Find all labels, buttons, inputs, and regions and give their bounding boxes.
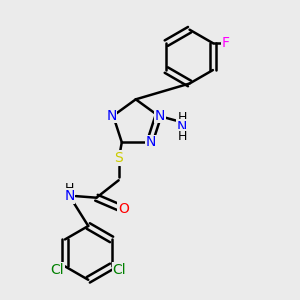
Text: N: N bbox=[177, 120, 187, 134]
Text: N: N bbox=[146, 135, 157, 149]
Text: Cl: Cl bbox=[50, 262, 64, 277]
Text: H: H bbox=[177, 130, 187, 143]
Text: N: N bbox=[155, 109, 165, 123]
Text: N: N bbox=[106, 109, 117, 123]
Text: Cl: Cl bbox=[113, 262, 126, 277]
Text: O: O bbox=[118, 202, 129, 216]
Text: N: N bbox=[64, 189, 75, 203]
Text: S: S bbox=[114, 151, 123, 165]
Text: F: F bbox=[221, 36, 230, 50]
Text: H: H bbox=[177, 111, 187, 124]
Text: H: H bbox=[65, 182, 74, 195]
